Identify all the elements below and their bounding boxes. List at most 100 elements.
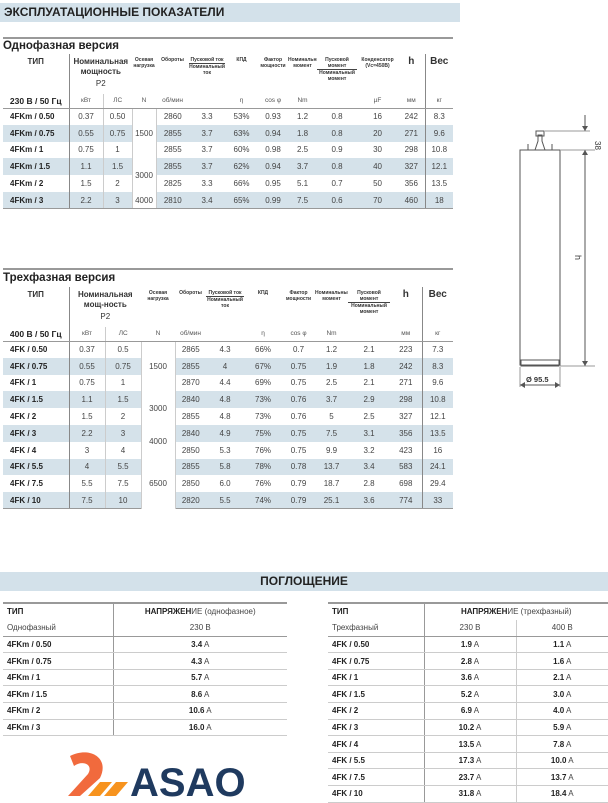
current-number: 16.0 [188,722,205,732]
unit-blank [206,327,245,342]
rpm: 2850 [181,445,200,455]
unit-pf: cos φ [258,94,289,109]
model-name: 4FKm / 1 [3,141,70,159]
model-name: 4FK / 1.5 [3,391,70,409]
power-factor: 0.75 [290,445,307,455]
model-name: 4FKm / 1 [3,669,113,687]
table-row: 4FKm / 3 16.0 A [3,719,287,737]
start-current-ratio: 5.5 [206,492,245,510]
power-hp: 7.5 [104,475,142,493]
current-value: 10.6 A [112,702,287,720]
current-unit: A [566,689,572,699]
power-factor: 0.78 [282,458,316,476]
start-torque-ratio: 0.8 [331,112,343,122]
header-type: ТИП [7,607,24,617]
current-unit: A [476,789,482,799]
power-kw: 0.37 [78,112,94,122]
current-unit: A [476,739,482,749]
unit-cap: µF [357,94,399,109]
current-unit: A [204,639,210,649]
height-mm: 242 [390,357,423,375]
efficiency: 73% [244,391,283,409]
start-torque-ratio: 0.7 [331,179,343,189]
absorption-three-table: ТИП НАПРЯЖЕНИЕ (трехфазный) Трехфазный 230 … [328,602,608,803]
rpm: 2850 [181,479,200,489]
single-phase-table: ТИП Номинальная мощность P2 Осевая нагрузка… [3,54,454,210]
header-h: h [408,56,415,67]
axial-load: 3000 [140,391,176,425]
power-kw: 5.5 [81,479,93,489]
nominal-torque: 3.7 [288,158,318,176]
current-unit: A [568,772,574,782]
current-unit: A [476,722,482,732]
divider [3,268,453,270]
nominal-torque: 2.5 [325,378,338,388]
model-name: 4FKm / 3 [3,719,113,737]
weight-kg: 24.1 [421,458,454,476]
header-start-current-ratio: Пусковой ток Номинальный ток [189,54,226,94]
nominal-torque: 2.5 [296,145,309,155]
current-number: 3.0 [553,689,565,699]
start-torque-ratio: 2.1 [363,378,375,388]
table-row: 4FK / 4 13.5 A 7.8 A [328,735,608,753]
efficiency: 78% [244,458,283,476]
model-name: 4FK / 7.5 [3,475,70,493]
current-number: 2.8 [460,656,472,666]
current-number: 4.3 [191,656,203,666]
efficiency: 53% [233,112,250,122]
current-value: 13.5 A [423,735,516,753]
height-mm: 423 [399,445,413,455]
header-type: ТИП [332,607,349,617]
current-number: 1.6 [553,656,565,666]
current-number: 3.4 [191,639,203,649]
model-name: 4FKm / 0.75 [3,124,70,142]
capacitor: 40 [357,158,399,176]
efficiency: 69% [255,378,272,388]
current-unit: A [204,673,210,683]
power-hp: 5.5 [104,458,142,476]
model-name: 4FKm / 1.5 [3,685,113,704]
model-name: 4FK / 1 [3,374,70,392]
diameter-label: Ø 95.5 [526,375,549,384]
weight-kg: 7.3 [421,341,454,358]
start-torque-ratio: 0.8 [317,158,358,176]
weight-kg: 29.4 [421,475,454,493]
header-power-factor: Фактор мощности [285,290,312,302]
weight-kg: 8.3 [421,357,454,375]
capacitor: 16 [373,112,382,122]
absorption-single-table: ТИП НАПРЯЖЕНИЕ (однофазное) Однофазный 230 … [3,602,287,737]
table-row: 4FKm / 1.5 1.1 1.5 3000 2855 3.7 62% 0.94 3.7 0.8… [3,158,454,192]
start-current-ratio: 5.8 [206,458,245,476]
current-value: 1.1 A [515,636,608,654]
model-name: 4FKm / 2 [3,175,70,192]
power-hp: 4 [104,441,142,459]
current-number: 10.2 [458,722,475,732]
three-phase-heading: Трехфазная версия [3,272,116,284]
unit-pf: cos φ [282,327,316,342]
start-current-ratio: 3.7 [201,145,213,155]
power-factor: 0.99 [258,191,289,210]
header-capacitor: Конденсатор (Vc=450В) [361,57,394,69]
current-unit: A [566,722,572,732]
start-torque-ratio: 3.1 [348,424,391,442]
current-value: 4.3 A [112,652,287,670]
capacitor: 20 [357,124,399,142]
current-number: 17.3 [458,756,475,766]
table-row: 4FK / 3 10.2 A 5.9 A [328,719,608,737]
current-unit: A [568,756,574,766]
current-unit: A [566,639,572,649]
header-efficiency: КПД [257,290,269,296]
start-torque-ratio: 0.8 [317,124,358,142]
power-factor: 0.7 [292,345,305,355]
motor-base [520,359,560,367]
model-name: 4FKm / 3 [3,191,70,210]
current-number: 13.7 [550,772,567,782]
capacitor: 30 [373,145,382,155]
current-number: 10.0 [550,756,567,766]
table-row: 4FKm / 0.50 3.4 A [3,636,287,654]
asao-logo: ASAO [68,752,246,798]
height-mm: 298 [390,391,423,409]
header-type: ТИП [3,54,70,94]
voltage-column: 400 В [515,619,608,637]
power-kw: 0.55 [69,124,103,142]
